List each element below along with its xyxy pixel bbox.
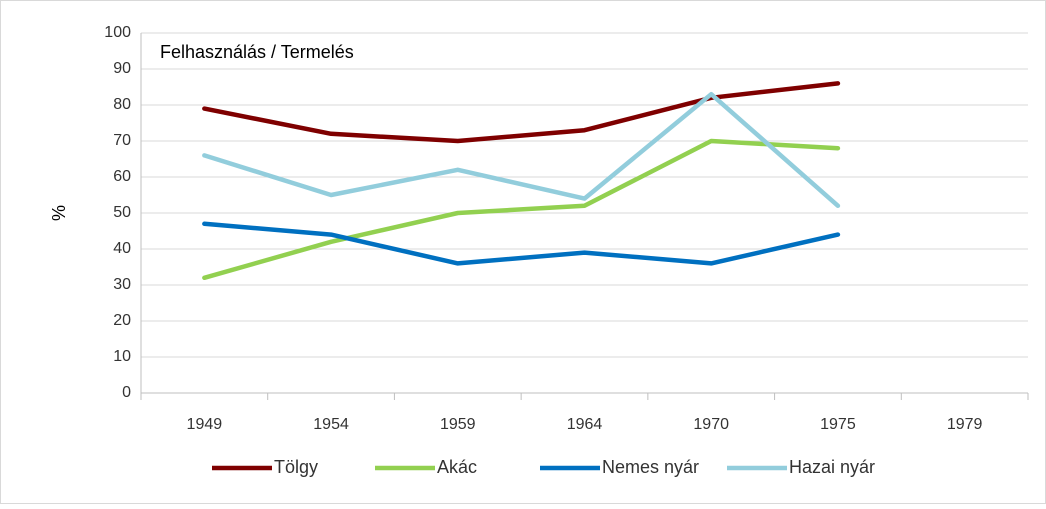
series-line [202, 138, 841, 281]
x-tick-label: 1970 [693, 416, 729, 433]
y-tick-label: 40 [113, 240, 131, 257]
x-tick-label: 1949 [187, 416, 223, 433]
chart-title: Felhasználás / Termelés [160, 42, 354, 62]
x-tick-label: 1979 [947, 416, 983, 433]
y-tick-label: 20 [113, 312, 131, 329]
y-tick-label: 60 [113, 168, 131, 185]
series-line [202, 91, 841, 209]
legend-label: Hazai nyár [789, 457, 875, 477]
y-tick-label: 90 [113, 60, 131, 77]
y-tick-label: 0 [122, 384, 131, 401]
legend-label: Akác [437, 457, 477, 477]
x-tick-label: 1959 [440, 416, 476, 433]
y-tick-label: 10 [113, 348, 131, 365]
x-tick-label: 1975 [820, 416, 856, 433]
y-tick-label: 70 [113, 132, 131, 149]
y-tick-label: 30 [113, 276, 131, 293]
x-tick-label: 1954 [313, 416, 349, 433]
legend-label: Nemes nyár [602, 457, 699, 477]
series-line [202, 221, 841, 266]
y-tick-label: 100 [104, 24, 131, 41]
x-tick-label: 1964 [567, 416, 603, 433]
y-tick-label: 80 [113, 96, 131, 113]
y-tick-label: 50 [113, 204, 131, 221]
legend-label: Tölgy [274, 457, 318, 477]
y-axis-label: % [49, 205, 69, 221]
series-line [202, 81, 841, 144]
